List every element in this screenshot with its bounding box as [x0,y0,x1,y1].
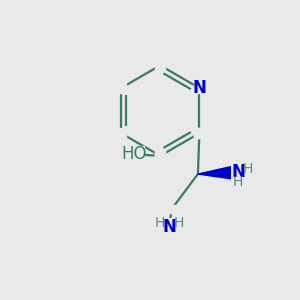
Bar [116,83,126,93]
Text: N: N [162,218,176,236]
Bar [194,128,205,139]
Bar [127,146,144,163]
Bar [155,151,166,161]
Text: HO: HO [121,145,147,163]
Text: H: H [242,162,253,176]
Bar [194,83,205,93]
Text: N: N [192,79,206,97]
Text: N: N [231,163,245,181]
Text: H: H [173,216,184,230]
Bar [155,60,166,71]
Bar [116,128,126,139]
Polygon shape [198,166,233,179]
Bar [194,128,205,139]
Bar [167,205,176,213]
Text: H: H [233,175,243,189]
Bar [155,151,166,161]
Text: H: H [155,216,165,230]
